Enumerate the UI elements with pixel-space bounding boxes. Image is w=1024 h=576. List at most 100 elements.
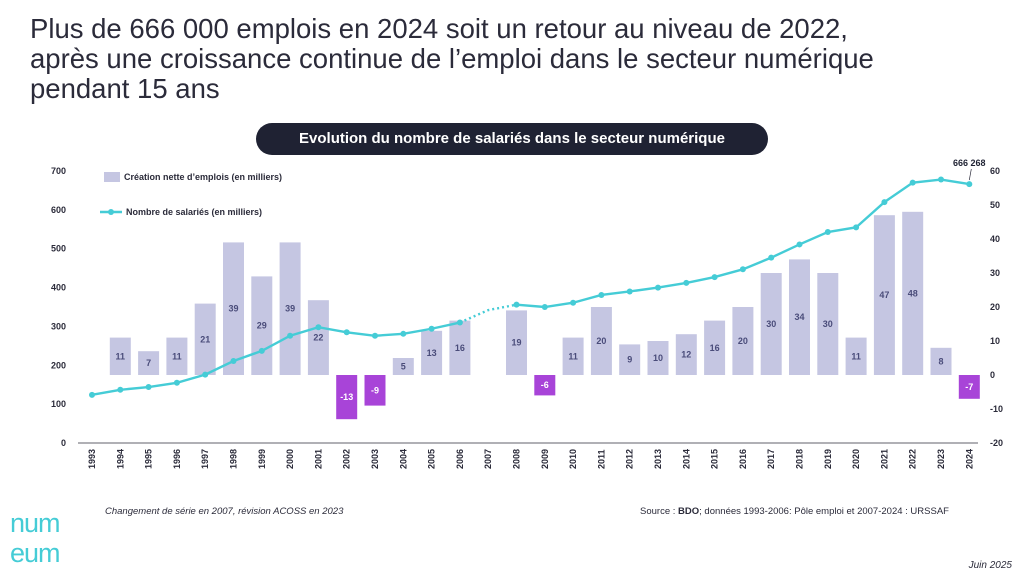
bar-data-label: -7 xyxy=(965,382,973,392)
bar-data-label: 10 xyxy=(653,353,663,363)
x-tick-label: 2001 xyxy=(313,449,323,469)
x-tick-label: 1994 xyxy=(115,449,125,469)
headline-line-3: pendant 15 ans xyxy=(30,73,220,104)
y-right-tick-label: 10 xyxy=(990,336,1000,346)
x-tick-label: 2020 xyxy=(851,449,861,469)
line-point xyxy=(966,181,973,188)
line-point xyxy=(400,330,407,337)
x-tick-label: 2018 xyxy=(795,449,805,469)
y-right-tick-label: 60 xyxy=(990,166,1000,176)
source-bold: BDO xyxy=(678,506,700,517)
bar xyxy=(817,273,839,375)
bar xyxy=(647,341,669,375)
bar-data-label: 13 xyxy=(427,348,437,358)
x-tick-label: 2017 xyxy=(766,449,776,469)
bar-data-label: 8 xyxy=(938,356,943,366)
bar xyxy=(449,320,471,375)
x-tick-label: 2007 xyxy=(483,449,493,469)
bar xyxy=(534,375,556,396)
line-point xyxy=(315,324,322,331)
headline: Plus de 666 000 emplois en 2024 soit un … xyxy=(30,14,1010,104)
bar-data-label: 29 xyxy=(257,321,267,331)
x-tick-label: 2005 xyxy=(427,449,437,469)
bar-data-label: 12 xyxy=(681,350,691,360)
bar xyxy=(958,375,980,399)
line-point xyxy=(456,319,463,326)
bar xyxy=(619,344,641,375)
legend-bar-swatch xyxy=(104,172,120,182)
line-point xyxy=(909,179,916,186)
bar xyxy=(506,310,527,375)
logo-bottom-text: eum xyxy=(10,538,60,568)
line-point xyxy=(655,284,661,291)
line-series-path xyxy=(91,321,461,396)
bar xyxy=(336,375,358,420)
y-right-tick-label: 30 xyxy=(990,268,1000,278)
x-tick-label: 1999 xyxy=(257,449,267,469)
x-tick-label: 2019 xyxy=(823,449,833,469)
y-right-tick-label: 40 xyxy=(990,234,1000,244)
x-tick-label: 2003 xyxy=(370,449,380,469)
line-point xyxy=(938,176,944,183)
bar-data-label: 16 xyxy=(710,343,720,353)
chart-title: Evolution du nombre de salariés dans le … xyxy=(256,123,768,155)
line-point xyxy=(230,358,237,365)
bar-data-label: 20 xyxy=(738,336,748,346)
y-left-tick-label: 500 xyxy=(51,244,66,254)
bar xyxy=(251,276,273,375)
bar-data-label: 7 xyxy=(146,358,151,368)
line-point xyxy=(117,386,124,393)
y-left-tick-label: 200 xyxy=(51,360,66,370)
headline-line-1: Plus de 666 000 emplois en 2024 soit un … xyxy=(30,13,848,44)
line-layer xyxy=(89,176,973,398)
x-tick-label: 2000 xyxy=(285,449,295,469)
bar xyxy=(590,307,612,375)
legend-line-marker xyxy=(108,209,114,215)
x-tick-label: 2013 xyxy=(653,449,663,469)
annotation-leader xyxy=(968,168,972,181)
y-left-tick-label: 0 xyxy=(61,438,66,448)
bar xyxy=(873,215,895,375)
line-point xyxy=(598,291,605,298)
line-point xyxy=(881,199,888,206)
line-point xyxy=(372,332,378,339)
x-tick-label: 2009 xyxy=(540,449,550,469)
bar-data-label: 39 xyxy=(285,304,295,314)
x-tick-label: 2015 xyxy=(710,449,720,469)
x-tick-label: 2010 xyxy=(568,449,578,469)
chart: 0 100 200 300 400 500 600 700 -20 -10 0 10 20 30 40 50 6… xyxy=(51,158,1003,469)
x-tick-label: 2016 xyxy=(738,449,748,469)
bar-data-label: 9 xyxy=(627,355,632,365)
line-point xyxy=(343,329,350,336)
bar xyxy=(421,330,443,375)
line-point xyxy=(145,384,152,391)
x-tick-label: 2022 xyxy=(908,449,918,469)
line-series-dotted xyxy=(459,303,517,324)
bar-data-label: 47 xyxy=(879,290,889,300)
headline-line-2: après une croissance continue de l’emplo… xyxy=(30,43,874,74)
y-right-tick-label: -10 xyxy=(990,404,1003,414)
line-point xyxy=(711,274,718,281)
y-right-tick-label: 50 xyxy=(990,200,1000,210)
x-tick-label: 2004 xyxy=(398,449,408,469)
x-tick-label: 1995 xyxy=(144,449,154,469)
line-point xyxy=(853,224,860,231)
text-layer: 0 100 200 300 400 500 600 700 -20 -10 0 10 20 30 40 50 6… xyxy=(51,158,1003,469)
bar xyxy=(675,334,697,375)
x-tick-label: 2002 xyxy=(342,449,352,469)
bar xyxy=(138,351,160,375)
bar-data-label: 34 xyxy=(794,312,804,322)
y-right-tick-label: -20 xyxy=(990,438,1003,448)
bar xyxy=(704,320,726,375)
line-point xyxy=(202,371,209,378)
bar xyxy=(789,259,810,375)
bar xyxy=(392,358,414,375)
x-tick-label: 1996 xyxy=(172,449,182,469)
source-prefix: Source : xyxy=(640,506,679,517)
bar xyxy=(166,337,188,375)
bar xyxy=(902,211,924,375)
x-tick-label: 1997 xyxy=(200,449,210,469)
annotation-label: 666 268 xyxy=(953,158,986,168)
bar-data-label: 11 xyxy=(172,351,182,361)
line-point xyxy=(258,347,265,354)
